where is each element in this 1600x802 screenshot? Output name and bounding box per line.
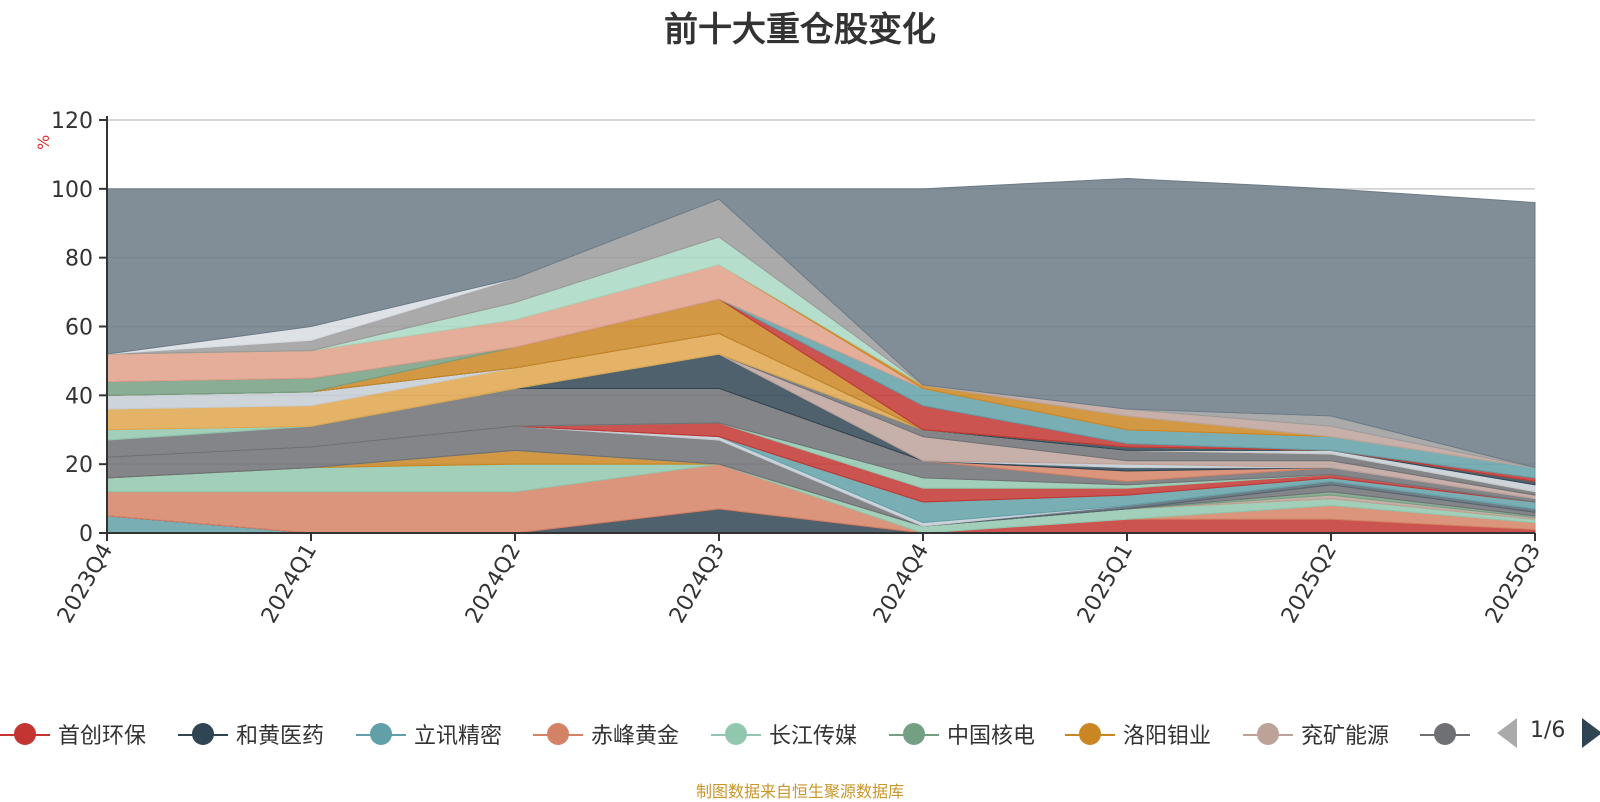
legend-next-page-icon[interactable] — [1582, 718, 1600, 748]
legend-marker-icon — [356, 714, 406, 754]
chart-legend: 首创环保 和黄医药 立讯精密 赤峰黄金 长江传媒 中国核电 洛阳钼业 兖矿能源 — [0, 714, 1600, 754]
x-tick-label-2025Q2: 2025Q2 — [1277, 540, 1342, 628]
legend-marker-icon — [1065, 714, 1115, 754]
legend-dot-icon — [1079, 723, 1101, 745]
legend-label: 中国核电 — [947, 724, 1036, 749]
legend-dot-icon — [903, 723, 925, 745]
legend-label: 兖矿能源 — [1301, 724, 1390, 749]
legend-label: 长江传媒 — [769, 724, 858, 749]
legend-page-indicator: 1/6 — [1530, 718, 1566, 743]
legend-dot-icon — [547, 723, 569, 745]
legend-item-0[interactable]: 首创环保 — [0, 714, 146, 754]
y-tick-label-100: 100 — [51, 178, 93, 203]
legend-dot-icon — [370, 723, 392, 745]
legend-marker-icon — [1243, 714, 1293, 754]
x-tick-label-2025Q3: 2025Q3 — [1481, 540, 1546, 628]
x-tick-label-2023Q4: 2023Q4 — [53, 540, 118, 628]
y-tick-label-0: 0 — [79, 522, 93, 547]
legend-marker-icon — [889, 714, 939, 754]
legend-dot-icon — [725, 723, 747, 745]
x-tick-label-2024Q4: 2024Q4 — [869, 540, 934, 628]
x-tick-label-2024Q1: 2024Q1 — [257, 540, 322, 628]
legend-item-7[interactable]: 兖矿能源 — [1243, 714, 1389, 754]
y-tick-label-120: 120 — [51, 109, 93, 134]
y-tick-label-20: 20 — [65, 453, 93, 478]
legend-dot-icon — [14, 723, 36, 745]
legend-item-6[interactable]: 洛阳钼业 — [1065, 714, 1211, 754]
x-tick-label-2025Q1: 2025Q1 — [1073, 540, 1138, 628]
legend-label: 和黄医药 — [236, 724, 325, 749]
legend-marker-icon — [178, 714, 228, 754]
legend-label: 首创环保 — [58, 724, 147, 749]
y-tick-label-80: 80 — [65, 247, 93, 272]
legend-item-3[interactable]: 赤峰黄金 — [533, 714, 679, 754]
legend-dot-icon — [192, 723, 214, 745]
legend-marker-icon — [533, 714, 583, 754]
area-chart: 0 20 40 60 80 100 120 2023Q4 2024Q1 2024Q2 2024Q3 2… — [51, 109, 1546, 628]
y-tick-label-60: 60 — [65, 316, 93, 341]
legend-item-4[interactable]: 长江传媒 — [711, 714, 857, 754]
legend-item-2[interactable]: 立讯精密 — [356, 714, 502, 754]
legend-item-5[interactable]: 中国核电 — [889, 714, 1035, 754]
legend-marker-icon — [1420, 714, 1470, 754]
legend-marker-icon — [0, 714, 50, 754]
x-tick-label-2024Q3: 2024Q3 — [665, 540, 730, 628]
area-series-34 — [106, 178, 1536, 469]
legend-marker-icon — [711, 714, 761, 754]
legend-dot-icon — [1434, 723, 1456, 745]
y-tick-label-40: 40 — [65, 384, 93, 409]
legend-item-1[interactable]: 和黄医药 — [178, 714, 324, 754]
data-source-note: 制图数据来自恒生聚源数据库 — [695, 782, 904, 801]
legend-dot-icon — [1257, 723, 1279, 745]
legend-label: 赤峰黄金 — [591, 724, 680, 749]
chart-title: 前十大重仓股变化 — [664, 10, 936, 50]
legend-prev-page-icon[interactable] — [1497, 718, 1517, 748]
legend-item-8[interactable] — [1420, 714, 1478, 754]
legend-label: 洛阳钼业 — [1123, 724, 1212, 749]
legend-label: 立讯精密 — [414, 724, 503, 749]
x-tick-label-2024Q2: 2024Q2 — [461, 540, 526, 628]
